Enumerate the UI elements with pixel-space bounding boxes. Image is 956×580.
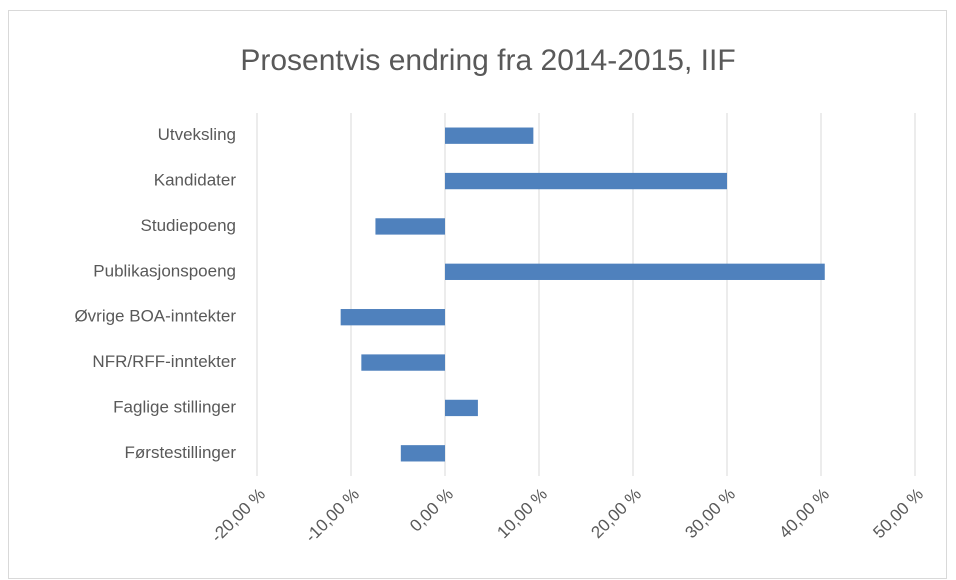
chart-border (8, 10, 947, 579)
chart-title: Prosentvis endring fra 2014-2015, IIF (240, 44, 735, 77)
bar (400, 445, 445, 462)
y-tick-label: Studiepoeng (141, 216, 236, 235)
bar (340, 309, 445, 326)
y-tick-label: Utveksling (158, 125, 236, 144)
y-tick-label: Publikasjonspoeng (93, 261, 236, 280)
y-tick-label: Faglige stillinger (113, 397, 236, 416)
bar (375, 218, 445, 235)
bar (445, 399, 478, 417)
y-tick-label: NFR/RFF-inntekter (92, 352, 236, 371)
y-tick-label: Førstestillinger (125, 443, 237, 462)
bar (445, 127, 534, 144)
y-tick-label: Kandidater (154, 171, 237, 190)
bar (445, 172, 727, 190)
bar (445, 263, 825, 280)
y-tick-label: Øvrige BOA-inntekter (74, 307, 236, 326)
bar (361, 354, 445, 371)
